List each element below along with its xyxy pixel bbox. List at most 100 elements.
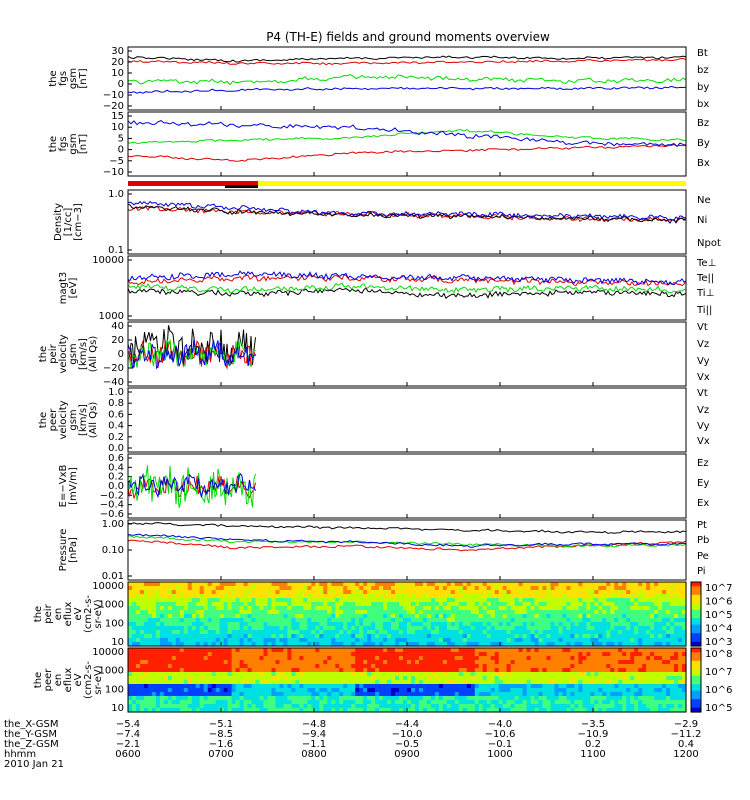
spectrogram-cell <box>171 630 177 635</box>
spectrogram-cell <box>279 668 285 673</box>
spectrogram-cell <box>367 618 372 623</box>
spectrogram-cell <box>171 642 177 647</box>
spectrogram-cell <box>295 626 300 631</box>
spectrogram-cell <box>307 656 312 661</box>
spectrogram-cell <box>538 656 544 661</box>
spectrogram-cell <box>486 668 492 673</box>
spectrogram-cell <box>395 676 400 681</box>
spectrogram-cell <box>151 684 157 689</box>
spectrogram-cell <box>598 626 603 631</box>
spectrogram-cell <box>163 634 169 639</box>
spectrogram-cell <box>442 582 448 587</box>
spectrogram-cell <box>263 614 269 619</box>
spectrogram-cell <box>634 598 639 603</box>
spectrogram-cell <box>343 582 348 587</box>
panel-frame <box>127 453 687 519</box>
colorbar-segment <box>691 614 701 617</box>
spectrogram-cell <box>343 622 348 627</box>
spectrogram-cell <box>363 598 368 603</box>
spectrogram-cell <box>215 610 221 615</box>
spectrogram-cell <box>291 594 296 599</box>
spectrogram-cell <box>343 648 348 653</box>
spectrogram-cell <box>450 614 456 619</box>
spectrogram-cell <box>291 672 296 677</box>
spectrogram-cell <box>143 594 149 599</box>
spectrogram-cell <box>614 594 619 599</box>
spectrogram-cell <box>426 622 432 627</box>
spectrogram-cell <box>403 610 408 615</box>
spectrogram-cell <box>191 622 197 627</box>
spectrogram-cell <box>283 642 288 647</box>
spectrogram-cell <box>175 684 181 689</box>
spectrogram-cell <box>506 598 512 603</box>
spectrogram-cell <box>319 638 324 643</box>
spectrogram-cell <box>155 642 161 647</box>
spectrogram-cell <box>267 586 273 591</box>
spectrogram-cell <box>434 642 440 647</box>
colorbar-segment <box>691 705 701 709</box>
spectrogram-cell <box>371 610 376 615</box>
spectrogram-cell <box>626 638 631 643</box>
spectrogram-cell <box>411 652 416 657</box>
spectrogram-cell <box>347 622 352 627</box>
spectrogram-cell <box>518 622 524 627</box>
spectrogram-cell <box>642 614 647 619</box>
spectrogram-cell <box>371 598 376 603</box>
spectrogram-cell <box>534 590 540 595</box>
spectrogram-cell <box>614 700 619 705</box>
spectrogram-cell <box>331 606 336 611</box>
y-tick-label: −20 <box>103 363 124 374</box>
spectrogram-cell <box>430 648 436 653</box>
spectrogram-cell <box>327 630 332 635</box>
spectrogram-cell <box>542 664 548 669</box>
y-label-line: peer <box>43 668 54 692</box>
spectrogram-cell <box>638 660 643 665</box>
spectrogram-cell <box>630 642 635 647</box>
spectrogram-cell <box>291 668 296 673</box>
spectrogram-cell <box>510 692 516 697</box>
spectrogram-cell <box>434 692 440 697</box>
spectrogram-cell <box>430 652 436 657</box>
spectrogram-cell <box>458 664 464 669</box>
spectrogram-cell <box>143 676 149 681</box>
spectrogram-cell <box>538 688 544 693</box>
spectrogram-cell <box>462 602 468 607</box>
legend-Bz: Bz <box>697 118 709 129</box>
spectrogram-cell <box>128 622 133 627</box>
spectrogram-cell <box>243 630 249 635</box>
spectrogram-cell <box>634 692 639 697</box>
spectrogram-cell <box>622 676 627 681</box>
spectrogram-cell <box>446 610 452 615</box>
spectrogram-cell <box>602 610 607 615</box>
spectrogram-cell <box>574 602 579 607</box>
spectrogram-cell <box>367 672 372 677</box>
spectrogram-cell <box>223 590 229 595</box>
spectrogram-cell <box>287 614 292 619</box>
spectrogram-cell <box>618 668 623 673</box>
spectrogram-cell <box>179 598 185 603</box>
spectrogram-cell <box>466 652 472 657</box>
spectrogram-cell <box>339 586 344 591</box>
spectrogram-cell <box>279 602 285 607</box>
spectrogram-cell <box>650 648 655 653</box>
spectrogram-cell <box>335 672 340 677</box>
spectrogram-cell <box>662 672 667 677</box>
footer-value: −9.4 <box>302 729 326 740</box>
spectrogram-cell <box>510 586 516 591</box>
spectrogram-cell <box>367 602 372 607</box>
spectrogram-cell <box>299 676 304 681</box>
spectrogram-cell <box>207 618 213 623</box>
spectrogram-cell <box>315 652 320 657</box>
spectrogram-cell <box>303 614 308 619</box>
spectrogram-cell <box>211 688 217 693</box>
spectrogram-cell <box>163 692 169 697</box>
spectrogram-cell <box>502 684 508 689</box>
spectrogram-cell <box>327 638 332 643</box>
spectrogram-cell <box>446 618 452 623</box>
spectrogram-cell <box>630 634 635 639</box>
spectrogram-cell <box>502 652 508 657</box>
spectrogram-cell <box>163 606 169 611</box>
spectrogram-cell <box>666 614 671 619</box>
spectrogram-cell <box>315 590 320 595</box>
spectrogram-cell <box>610 602 615 607</box>
